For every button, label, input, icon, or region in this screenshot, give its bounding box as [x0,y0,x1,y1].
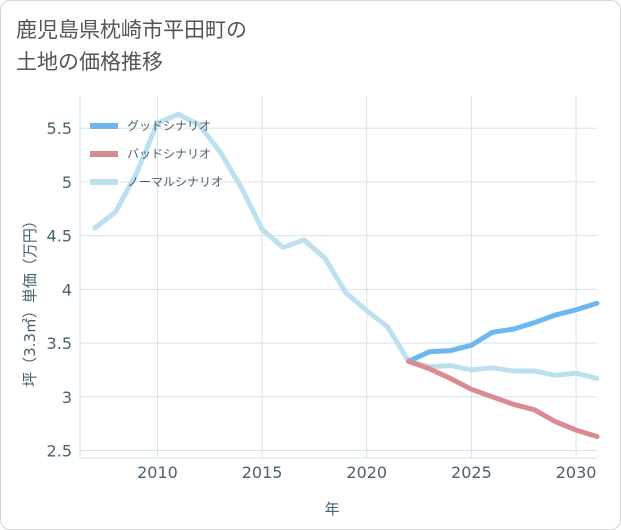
tick-labels: 2.5 3 3.5 4 4.5 5 5.5 2010 2015 2020 2025 2030 [47,119,597,482]
series-line-2 [92,111,600,381]
y-tick-label: 4 [62,280,72,299]
x-tick-label: 2010 [137,463,178,482]
y-tick-label: 4.5 [47,227,72,246]
chart-title: 鹿児島県枕崎市平田町の 土地の価格推移 [16,18,247,74]
y-tick-label: 2.5 [47,441,72,460]
x-tick-label: 2020 [346,463,387,482]
x-tick-label: 2030 [556,463,597,482]
y-tick-label: 3.5 [47,334,72,353]
legend-label: ノーマルシナリオ [127,175,223,189]
series-line-0 [406,300,600,364]
legend-label: グッドシナリオ [127,119,211,133]
series-lines [92,111,600,439]
y-tick-label: 5.5 [47,119,72,138]
series-line-1 [406,358,600,439]
x-tick-label: 2015 [242,463,283,482]
x-axis-label: 年 [324,500,339,518]
x-tick-label: 2025 [451,463,492,482]
grid-lines [79,96,597,459]
legend-label: バッドシナリオ [127,147,211,161]
y-axis-label: 坪（3.3㎡）単価（万円） [21,213,39,387]
y-tick-label: 3 [62,388,72,407]
y-tick-label: 5 [62,173,72,192]
